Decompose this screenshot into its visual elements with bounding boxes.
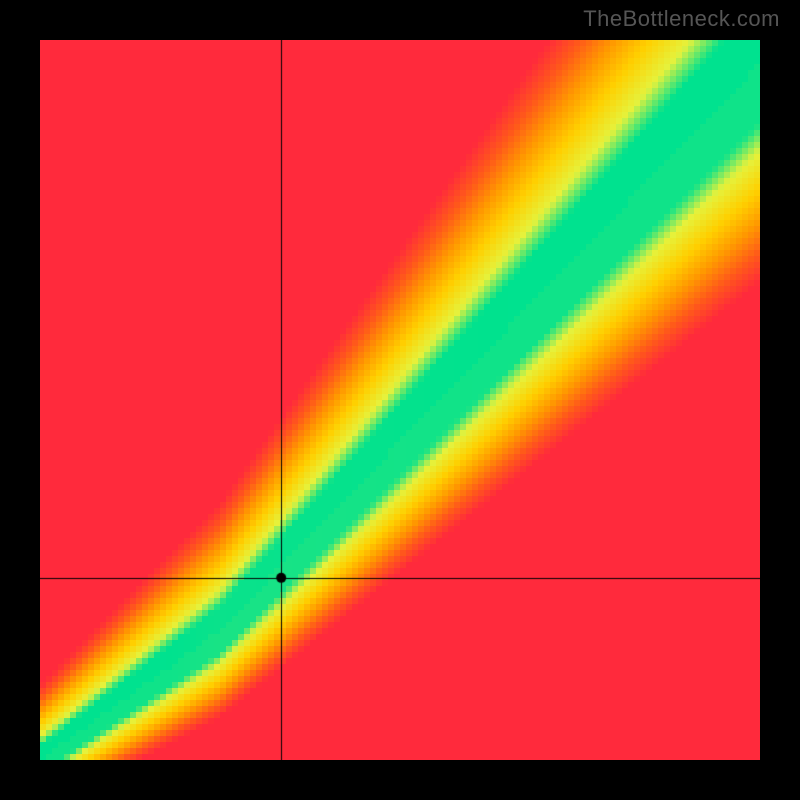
bottleneck-heatmap <box>40 40 760 760</box>
chart-container: TheBottleneck.com <box>0 0 800 800</box>
watermark-text: TheBottleneck.com <box>583 6 780 32</box>
